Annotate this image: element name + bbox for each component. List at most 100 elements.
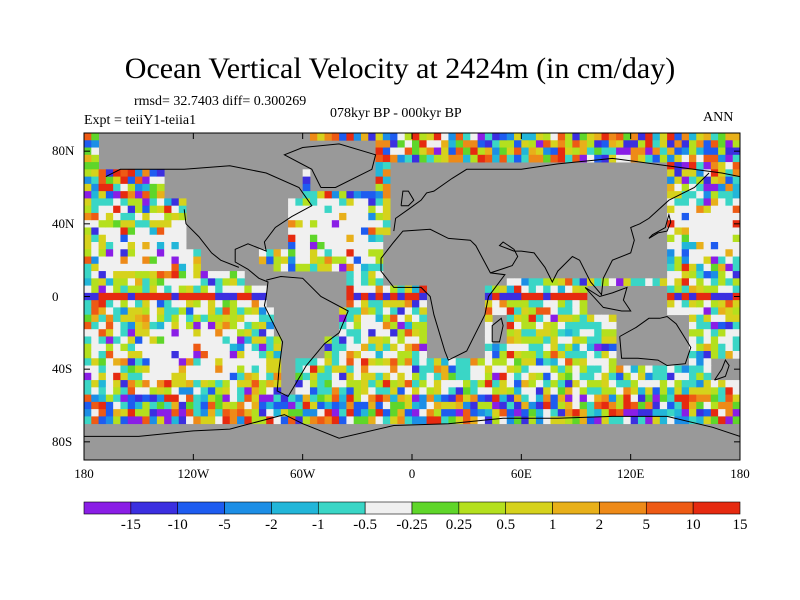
ocean-cell <box>565 401 573 410</box>
ocean-cell <box>484 147 493 156</box>
ocean-cell <box>688 394 697 403</box>
ocean-cell <box>266 336 274 345</box>
ocean-cell <box>557 380 566 388</box>
ocean-cell <box>499 292 508 301</box>
ocean-cell <box>266 314 274 323</box>
ocean-cell <box>710 205 719 214</box>
ocean-cell <box>674 372 683 381</box>
ocean-cell <box>84 387 92 395</box>
ocean-cell <box>499 140 508 148</box>
ocean-cell <box>229 387 238 395</box>
ocean-cell <box>448 140 457 148</box>
colorbar-swatch <box>130 501 179 515</box>
ocean-cell <box>696 212 704 221</box>
ocean-cell <box>258 387 267 395</box>
ocean-cell <box>477 365 486 374</box>
ocean-cell <box>550 387 559 395</box>
ocean-cell <box>608 133 617 141</box>
ocean-cell <box>171 292 180 301</box>
ocean-cell <box>572 307 581 316</box>
ocean-cell <box>572 401 581 410</box>
ocean-cell <box>229 314 238 323</box>
ocean-cell <box>171 300 180 308</box>
ocean-cell <box>375 300 384 308</box>
ocean-cell <box>339 409 347 417</box>
ocean-cell <box>120 256 129 265</box>
ocean-cell <box>375 365 384 374</box>
ocean-cell <box>135 409 143 417</box>
ocean-cell <box>149 321 158 330</box>
ocean-cell <box>535 358 544 366</box>
ocean-cell <box>579 380 588 388</box>
ocean-cell <box>579 387 588 395</box>
ocean-cell <box>703 263 712 272</box>
ocean-cell <box>178 263 187 272</box>
ocean-cell <box>178 314 187 323</box>
ocean-cell <box>594 321 602 330</box>
ocean-cell <box>266 387 274 395</box>
ocean-cell <box>623 140 632 148</box>
ocean-cell <box>528 358 537 366</box>
ocean-cell <box>586 314 595 323</box>
ocean-cell <box>331 336 340 345</box>
ocean-cell <box>120 249 129 257</box>
ocean-cell <box>521 380 530 388</box>
ocean-cell <box>725 271 734 279</box>
ocean-cell <box>135 271 143 279</box>
ocean-cell <box>732 336 740 345</box>
ocean-cell <box>149 198 158 207</box>
ocean-cell <box>127 242 136 250</box>
ocean-cell <box>681 409 690 417</box>
colorbar-tick-label: -0.25 <box>396 517 428 533</box>
ocean-cell <box>229 307 238 316</box>
ocean-cell <box>535 416 544 425</box>
ocean-cell <box>360 220 369 228</box>
ocean-cell <box>178 234 187 243</box>
ocean-cell <box>127 336 136 345</box>
ocean-cell <box>586 365 595 374</box>
ocean-cell <box>586 409 595 417</box>
ocean-cell <box>113 278 121 286</box>
ocean-cell <box>105 227 114 236</box>
ocean-cell <box>142 183 150 192</box>
ocean-cell <box>528 292 537 301</box>
ocean-cell <box>317 372 325 381</box>
ocean-cell <box>207 401 216 410</box>
ocean-cell <box>237 278 245 286</box>
ocean-cell <box>659 147 668 156</box>
ocean-cell <box>295 242 304 250</box>
ocean-cell <box>149 300 158 308</box>
ocean-cell <box>331 394 340 403</box>
ocean-cell <box>142 212 150 221</box>
ocean-cell <box>375 416 384 425</box>
ocean-cell <box>499 307 508 316</box>
ocean-cell <box>171 372 180 381</box>
ocean-cell <box>390 387 398 395</box>
ocean-cell <box>601 278 610 286</box>
ocean-cell <box>215 336 223 345</box>
ocean-cell <box>382 285 391 294</box>
ocean-cell <box>601 401 610 410</box>
ocean-cell <box>433 147 442 156</box>
ocean-cell <box>266 351 274 359</box>
ocean-cell <box>353 365 362 374</box>
ocean-cell <box>309 205 318 214</box>
ocean-cell <box>127 401 136 410</box>
ocean-cell <box>171 329 180 337</box>
ocean-cell <box>302 394 311 403</box>
ocean-cell <box>382 314 391 323</box>
ocean-cell <box>84 351 92 359</box>
ocean-cell <box>266 321 274 330</box>
ocean-cell <box>382 176 391 185</box>
ocean-cell <box>521 416 530 425</box>
ocean-cell <box>667 285 675 294</box>
ocean-cell <box>674 256 683 265</box>
ocean-cell <box>630 409 639 417</box>
ocean-cell <box>688 292 697 301</box>
ocean-cell <box>703 249 712 257</box>
ocean-cell <box>667 365 675 374</box>
ocean-cell <box>674 380 683 388</box>
ocean-cell <box>441 409 449 417</box>
ocean-cell <box>492 300 500 308</box>
ocean-cell <box>237 365 245 374</box>
